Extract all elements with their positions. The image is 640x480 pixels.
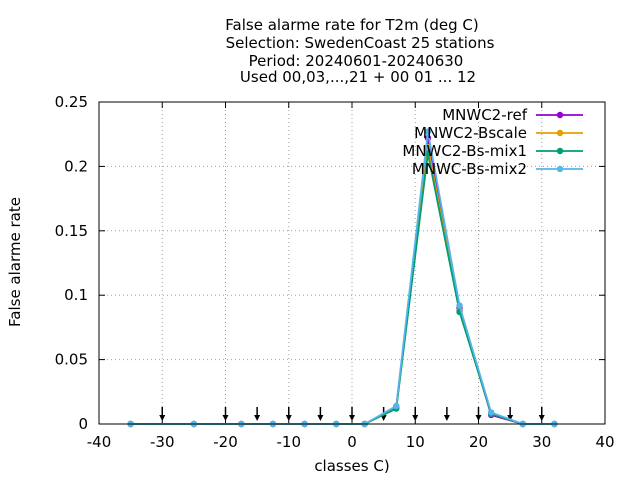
title-line-3: Period: 20240601-20240630 [249,52,464,70]
series-line [130,146,555,425]
y-tick-label: 0.15 [55,222,88,240]
plot-border [98,101,606,425]
x-tick-label: -20 [213,433,238,451]
y-tick-label: 0.05 [55,351,88,369]
title-line-4: Used 00,03,...,21 + 00 01 ... 12 [240,68,476,86]
legend-label: MNWC2-ref [442,106,527,124]
x-tick-label: 10 [406,433,425,451]
x-tick-label: -40 [87,433,112,451]
legend-marker [556,111,564,119]
series-MNWC2-Bscale [127,143,558,428]
data-point [456,302,463,309]
chart-title: False alarme rate for T2m (deg C) Select… [225,16,494,86]
legend: MNWC2-refMNWC2-BscaleMNWC2-Bs-mix1MNWC-B… [402,106,583,178]
x-tick-label: 20 [469,433,488,451]
legend-marker [556,147,564,155]
grid [99,102,605,424]
legend-entry: MNWC2-ref [442,106,583,124]
ticks: -40 -30 -20 -10 0 10 20 30 40 0 0.05 0.1 0.15 0.2 0.25 [55,93,615,451]
x-tick-label: 0 [347,433,357,451]
series-MNWC2-Bs-mix1 [127,150,558,428]
class-arrow [317,407,324,421]
series-line [130,153,555,425]
x-tick-label: -30 [150,433,175,451]
data-point [393,402,400,410]
x-axis-label: classes C) [314,457,389,475]
legend-entry: MNWC2-Bscale [414,124,583,142]
y-tick-label: 0.25 [55,93,88,111]
class-arrows [159,407,545,421]
data-point [487,409,495,416]
legend-marker [556,165,564,173]
class-arrow [507,407,514,421]
y-tick-label: 0 [78,415,88,433]
class-arrow [254,407,261,421]
series-line [130,137,555,425]
legend-entry: MNWC2-Bs-mix1 [402,142,583,160]
data-point [424,128,432,135]
series-MNWC2-ref [127,134,558,428]
class-arrow [443,407,450,421]
legend-marker [556,129,564,137]
x-tick-label: 40 [595,433,614,451]
legend-label: MNWC2-Bscale [414,124,527,142]
title-line-2: Selection: SwedenCoast 25 stations [226,34,495,52]
x-tick-label: 30 [532,433,551,451]
x-tick-label: -10 [277,433,302,451]
title-line-1: False alarme rate for T2m (deg C) [225,16,478,34]
y-tick-label: 0.1 [64,286,88,304]
legend-label: MNWC-Bs-mix2 [412,160,527,178]
y-tick-label: 0.2 [64,157,88,175]
legend-entry: MNWC-Bs-mix2 [412,160,583,178]
legend-label: MNWC2-Bs-mix1 [402,142,527,160]
y-axis-label: False alarme rate [6,197,24,327]
